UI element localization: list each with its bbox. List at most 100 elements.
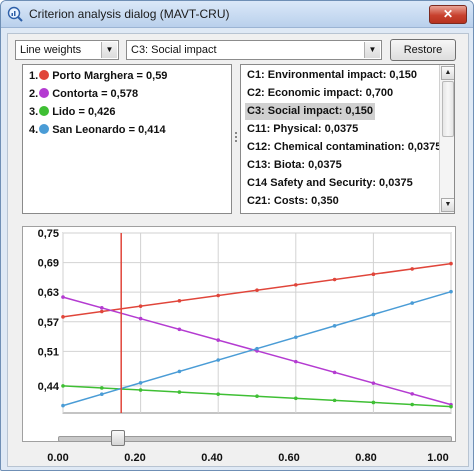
data-point: [100, 306, 104, 310]
alternative-index: 3.: [29, 106, 39, 118]
list-item[interactable]: 4. San Leonardo = 0,414: [29, 121, 166, 139]
series-color-dot: [39, 106, 50, 116]
data-point: [294, 359, 298, 364]
data-point: [332, 277, 337, 282]
list-item[interactable]: C14 Safety and Security: 0,0375: [247, 177, 413, 189]
criteria-list-viewport: C1: Environmental impact: 0,150 C2: Econ…: [241, 65, 439, 213]
data-point: [138, 388, 143, 392]
criterion-select-value: C3: Social impact: [131, 44, 217, 56]
list-item[interactable]: C2: Economic impact: 0,700: [247, 87, 394, 99]
data-point: [61, 384, 65, 388]
series-color-dot: [39, 88, 50, 98]
horizontal-splitter-handle[interactable]: [230, 218, 242, 231]
magnifier-chart-icon: [7, 6, 23, 22]
data-point: [371, 400, 376, 405]
y-tick-label: 0,63: [38, 287, 59, 299]
x-tick-label: 0.20: [124, 452, 146, 464]
series-color-dot: [39, 70, 50, 80]
mode-select-value: Line weights: [20, 44, 82, 56]
data-point: [449, 261, 453, 266]
data-point: [177, 327, 182, 332]
y-tick-label: 0,44: [38, 381, 60, 393]
weight-slider-thumb[interactable]: [110, 430, 125, 446]
list-item[interactable]: 1. Porto Marghera = 0,59: [29, 67, 167, 85]
data-point: [177, 369, 182, 374]
data-point: [255, 288, 259, 293]
data-point: [216, 293, 220, 298]
weight-slider-track[interactable]: [58, 436, 452, 442]
list-item[interactable]: C13: Biota: 0,0375: [247, 159, 342, 171]
alternative-label: Lido = 0,426: [52, 106, 116, 118]
x-tick-label: 0.60: [278, 452, 300, 464]
data-point: [410, 402, 415, 407]
data-point: [216, 338, 220, 342]
data-point: [177, 390, 182, 394]
close-icon: ✕: [442, 7, 454, 21]
list-item[interactable]: 2. Contorta = 0,578: [29, 85, 138, 103]
list-item-selected[interactable]: C3: Social impact: 0,150: [245, 103, 375, 120]
x-tick-label: 0.40: [201, 452, 223, 464]
alternative-index: 1.: [29, 70, 39, 82]
criteria-scrollbar[interactable]: ▲ ▼: [439, 65, 454, 213]
data-point: [294, 283, 298, 287]
data-point: [371, 272, 376, 277]
data-point: [332, 370, 337, 375]
x-tick-label: 0.00: [47, 452, 69, 464]
criteria-list: C1: Environmental impact: 0,150 C2: Econ…: [240, 64, 455, 214]
series-color-dot: [39, 124, 50, 134]
data-point: [332, 398, 337, 403]
data-point: [371, 381, 376, 385]
y-tick-label: 0,75: [38, 228, 59, 240]
list-item[interactable]: C12: Chemical contamination: 0,0375: [247, 141, 439, 153]
y-tick-label: 0,51: [38, 346, 59, 358]
data-point: [332, 324, 337, 328]
vertical-splitter-handle[interactable]: [234, 132, 238, 146]
chevron-down-icon[interactable]: ▼: [101, 42, 117, 58]
chart-canvas: 0,75 0,69 0,63 0,57 0,51 0,44: [38, 228, 453, 414]
window-title: Criterion analysis dialog (MAVT-CRU): [29, 7, 230, 21]
scroll-thumb[interactable]: [442, 81, 454, 137]
data-point: [449, 404, 453, 409]
list-item[interactable]: C1: Environmental impact: 0,150: [247, 69, 417, 81]
mode-select[interactable]: Line weights ▼: [15, 40, 119, 60]
data-point: [100, 309, 104, 314]
x-tick-label: 0.80: [355, 452, 377, 464]
data-point: [216, 392, 220, 396]
alternatives-list: 1. Porto Marghera = 0,59 2. Contorta = 0,5…: [22, 64, 232, 214]
data-point: [61, 403, 65, 408]
criterion-select[interactable]: C3: Social impact ▼: [126, 40, 382, 60]
list-item[interactable]: C21: Costs: 0,350: [247, 195, 339, 207]
data-point: [371, 312, 376, 317]
data-point: [410, 392, 415, 396]
alternative-label: Porto Marghera = 0,59: [52, 70, 168, 82]
chevron-down-icon[interactable]: ▼: [364, 42, 380, 58]
x-tick-label: 1.00: [427, 452, 449, 464]
data-point: [449, 289, 453, 294]
data-point: [294, 396, 298, 401]
data-point: [410, 267, 415, 271]
data-point: [138, 316, 143, 321]
close-button[interactable]: ✕: [429, 5, 467, 24]
data-point: [100, 386, 104, 390]
data-point: [216, 358, 220, 362]
data-point: [100, 392, 104, 397]
list-item[interactable]: 3. Lido = 0,426: [29, 103, 115, 121]
data-point: [177, 299, 182, 303]
alternative-label: San Leonardo = 0,414: [52, 124, 166, 136]
data-point: [61, 295, 65, 299]
title-bar[interactable]: Criterion analysis dialog (MAVT-CRU) ✕: [1, 1, 473, 28]
scroll-up-icon[interactable]: ▲: [441, 66, 454, 80]
y-tick-label: 0,57: [38, 317, 59, 329]
alternative-index: 2.: [29, 88, 39, 100]
alternative-label: Contorta = 0,578: [52, 88, 139, 100]
data-point: [294, 335, 298, 340]
scroll-down-icon[interactable]: ▼: [441, 198, 454, 212]
data-point: [138, 304, 143, 308]
sensitivity-chart: 0,75 0,69 0,63 0,57 0,51 0,44: [22, 226, 456, 442]
restore-button[interactable]: Restore: [390, 39, 456, 61]
data-point: [138, 381, 143, 385]
data-point: [61, 315, 65, 319]
list-item[interactable]: C11: Physical: 0,0375: [247, 123, 359, 135]
dialog-body: Line weights ▼ C3: Social impact ▼ Resto…: [7, 33, 469, 467]
data-point: [410, 301, 415, 305]
